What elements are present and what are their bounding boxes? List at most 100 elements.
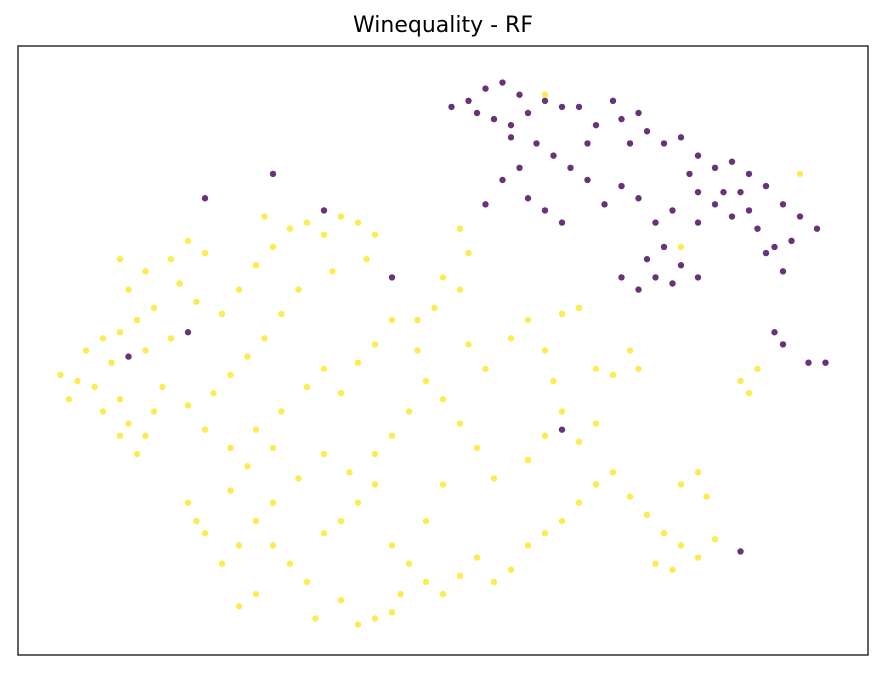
point	[142, 432, 149, 439]
plot-frame	[17, 45, 869, 656]
point	[235, 542, 243, 549]
point	[626, 140, 634, 147]
point	[541, 91, 549, 98]
point	[116, 329, 124, 336]
point	[252, 262, 260, 269]
point	[244, 463, 251, 470]
point	[669, 280, 676, 287]
point	[150, 304, 158, 312]
point	[558, 426, 566, 433]
point	[320, 365, 328, 372]
point	[694, 274, 702, 281]
point	[711, 201, 719, 208]
point	[796, 213, 804, 220]
point	[337, 596, 345, 604]
point	[448, 103, 455, 111]
point	[779, 268, 787, 275]
point	[575, 438, 583, 446]
point	[116, 432, 124, 439]
point	[261, 213, 268, 220]
point	[643, 511, 651, 519]
point	[286, 560, 294, 567]
point	[558, 103, 566, 111]
point	[652, 219, 659, 226]
point	[439, 274, 447, 281]
point	[584, 176, 591, 184]
point	[720, 188, 727, 196]
point	[176, 280, 183, 287]
point	[618, 115, 625, 123]
point	[643, 128, 651, 135]
point	[465, 249, 472, 257]
point	[575, 103, 583, 111]
point	[422, 578, 430, 586]
point	[371, 231, 379, 238]
point	[303, 383, 311, 391]
point	[796, 170, 804, 178]
point	[422, 517, 430, 525]
point	[227, 371, 234, 379]
point	[482, 201, 489, 208]
point	[125, 420, 132, 427]
point	[405, 560, 413, 567]
point	[388, 542, 396, 549]
point	[541, 432, 549, 439]
point	[745, 170, 753, 178]
point	[65, 396, 73, 403]
point	[388, 274, 396, 281]
point	[397, 590, 404, 598]
point	[184, 329, 192, 336]
point	[99, 335, 107, 342]
point	[516, 91, 523, 98]
point	[737, 188, 744, 196]
point	[57, 371, 64, 379]
point	[541, 530, 549, 537]
point	[558, 517, 566, 525]
point	[235, 286, 243, 293]
chart-title: Winequality - RF	[353, 13, 533, 38]
point	[218, 560, 226, 567]
point	[320, 207, 328, 214]
point	[422, 377, 430, 385]
point	[167, 335, 175, 342]
point	[660, 243, 668, 251]
point	[762, 249, 770, 257]
point	[456, 420, 464, 427]
point	[99, 408, 107, 415]
point	[150, 408, 158, 415]
point	[184, 402, 192, 409]
point	[711, 164, 719, 171]
point	[439, 481, 447, 488]
point	[193, 517, 200, 525]
point	[82, 347, 90, 354]
point	[490, 115, 498, 123]
point	[167, 255, 175, 263]
point	[635, 286, 642, 293]
point	[728, 213, 736, 220]
point	[346, 469, 353, 476]
point	[354, 499, 362, 506]
point	[193, 298, 200, 305]
point	[201, 249, 209, 257]
point	[805, 359, 812, 366]
point	[295, 286, 302, 293]
point	[677, 262, 685, 269]
point	[116, 396, 124, 403]
point	[388, 316, 396, 324]
point	[363, 255, 370, 263]
point	[499, 176, 506, 184]
point	[320, 530, 328, 537]
point	[337, 389, 345, 397]
point	[737, 548, 744, 555]
point	[473, 554, 481, 561]
point	[261, 335, 268, 342]
point	[337, 213, 345, 220]
point	[609, 97, 617, 105]
point	[184, 499, 192, 506]
point	[558, 310, 566, 318]
point	[371, 615, 379, 622]
point	[754, 365, 761, 372]
point	[244, 353, 251, 360]
point	[329, 268, 336, 275]
point	[439, 396, 447, 403]
